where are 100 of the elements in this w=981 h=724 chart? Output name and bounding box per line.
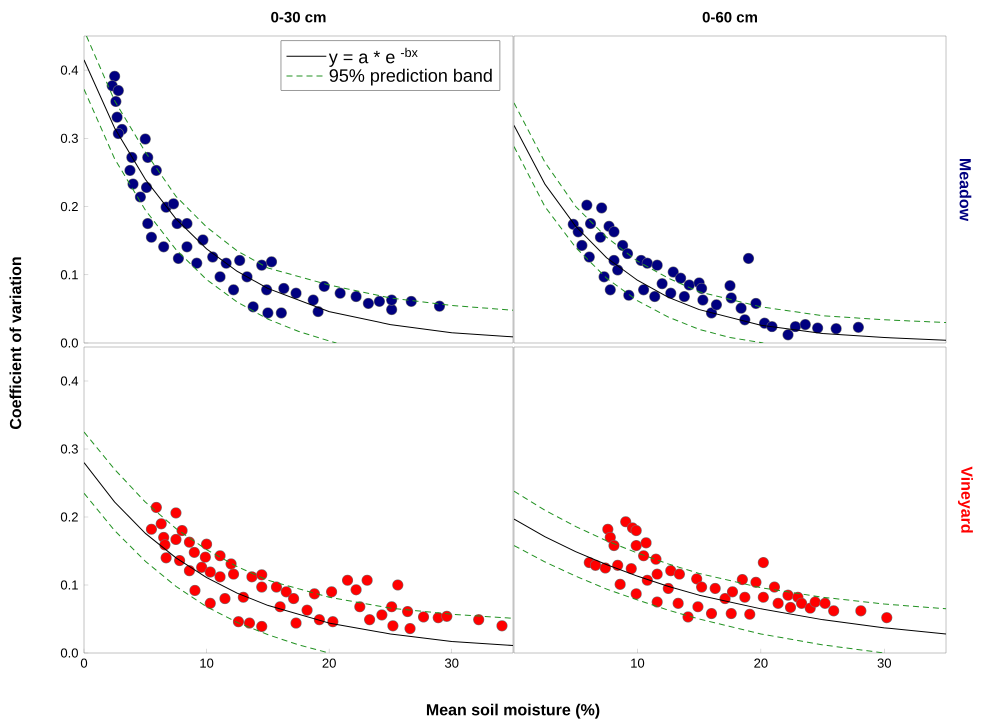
point: [386, 304, 398, 316]
point: [146, 232, 157, 243]
point: [312, 306, 324, 318]
point: [188, 546, 200, 558]
point: [172, 252, 184, 264]
point: [626, 563, 637, 574]
point: [288, 593, 300, 604]
point: [196, 562, 208, 573]
point: [638, 284, 650, 296]
point: [672, 598, 684, 609]
point: [473, 614, 484, 626]
point: [800, 319, 811, 330]
point: [820, 598, 831, 609]
point: [684, 279, 695, 291]
point: [796, 598, 808, 609]
point: [630, 525, 642, 536]
text: Meadow: [960, 159, 972, 222]
point: [142, 218, 154, 230]
point: [665, 288, 676, 299]
point: [696, 282, 708, 294]
point: [234, 254, 246, 266]
point: [244, 618, 256, 629]
point: [830, 323, 842, 334]
point: [266, 256, 278, 268]
point: [650, 554, 662, 565]
chart-title: 0-60 cm: [702, 12, 757, 22]
point: [204, 566, 216, 578]
point: [124, 164, 136, 176]
point: [256, 260, 268, 271]
point: [810, 596, 821, 608]
point: [855, 605, 866, 616]
x-tick-label: 30: [878, 658, 892, 668]
point: [623, 290, 634, 301]
y-axis-title: Coefficient of variation: [9, 257, 22, 430]
point: [782, 590, 794, 601]
x-tick-label: 20: [322, 658, 336, 668]
point: [150, 502, 162, 514]
point: [612, 264, 624, 276]
point: [232, 616, 244, 628]
point: [110, 96, 122, 108]
point: [852, 322, 864, 333]
point: [189, 584, 200, 596]
point: [146, 524, 157, 535]
point: [280, 586, 292, 598]
point: [620, 516, 632, 528]
point: [200, 552, 211, 563]
point: [290, 288, 302, 299]
point: [724, 280, 736, 292]
point: [758, 592, 769, 603]
point: [656, 278, 668, 290]
point: [758, 557, 769, 568]
point: [710, 299, 722, 310]
y-tick-label: 0.1: [60, 270, 78, 280]
point: [784, 602, 796, 613]
x-tick-label: 30: [444, 658, 458, 668]
point: [612, 560, 624, 571]
point: [150, 164, 162, 176]
point: [441, 610, 452, 622]
point: [750, 576, 762, 588]
y-tick-label: 0.0: [60, 648, 78, 658]
point: [302, 604, 313, 616]
point: [387, 620, 398, 632]
point: [214, 271, 226, 282]
x-tick-label: 0: [80, 658, 88, 668]
point: [256, 569, 268, 580]
point: [140, 133, 151, 145]
y-tick-label: 0.1: [60, 580, 78, 590]
point: [226, 558, 237, 570]
point: [402, 606, 414, 618]
point: [604, 284, 616, 296]
y-tick-label: 0.4: [60, 66, 78, 75]
point: [710, 582, 721, 594]
point: [678, 291, 690, 302]
point: [418, 611, 430, 623]
point: [649, 291, 660, 302]
point: [140, 182, 152, 193]
point: [342, 574, 354, 586]
legend-label: 95% prediction band: [330, 68, 492, 86]
chart-title: 0-30 cm: [271, 12, 326, 22]
point: [276, 307, 287, 319]
x-axis-title: Mean soil moisture (%): [426, 704, 600, 719]
point: [350, 291, 362, 302]
y-tick-label: 0.3: [60, 444, 78, 454]
point: [376, 609, 388, 620]
point: [640, 537, 652, 548]
point: [181, 241, 193, 252]
point: [197, 234, 208, 246]
point: [228, 284, 240, 296]
point: [706, 608, 718, 620]
point: [675, 272, 686, 284]
line-series: [86, 36, 514, 311]
point: [812, 322, 824, 334]
point: [692, 601, 704, 612]
x-tick-label: 10: [631, 658, 644, 668]
point: [256, 620, 268, 632]
point: [782, 329, 794, 340]
point: [326, 586, 338, 598]
x-tick-label: 20: [754, 658, 768, 668]
point: [256, 581, 268, 593]
point: [318, 280, 330, 292]
